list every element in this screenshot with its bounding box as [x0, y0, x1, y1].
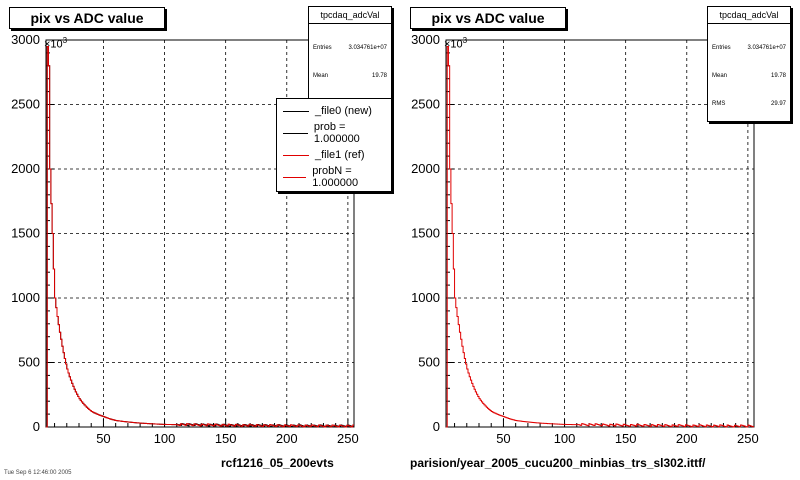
legend-item-new: _file0 (new) — [277, 100, 391, 122]
y-tick-label: 3000 — [11, 32, 40, 47]
left-stats-name: tpcdaq_adcVal — [309, 7, 391, 24]
right-stats-entries-label: Entries — [712, 45, 731, 51]
footer-left-text: rcf1216_05_200evts — [221, 456, 334, 470]
x-tick-label: 250 — [337, 431, 359, 446]
y-tick-label: 1500 — [11, 226, 40, 241]
right-stats-rms-row: RMS 29.97 — [712, 101, 786, 107]
y-tick-label: 0 — [433, 419, 440, 434]
x-tick-label: 50 — [96, 431, 110, 446]
x-tick-label: 150 — [615, 431, 637, 446]
legend-item-ref: _file1 (ref) — [277, 144, 391, 166]
legend-label-new: _file0 (new) — [315, 105, 372, 117]
left-plot-title: pix vs ADC value — [9, 7, 165, 29]
left-y-exponent-base: ×10 — [44, 38, 63, 51]
right-y-exponent-power: 3 — [462, 36, 468, 45]
y-tick-label: 500 — [18, 355, 40, 370]
histogram-series-ref — [446, 45, 754, 428]
right-stats-entries-row: Entries 3.034761e+07 — [712, 45, 786, 51]
left-stats-mean-row: Mean 19.78 — [313, 73, 387, 79]
histogram-series-ref — [46, 45, 354, 428]
legend-label-prob: prob = 1.000000 — [313, 121, 360, 145]
right-stats-mean-row: Mean 19.78 — [712, 73, 786, 79]
footer-timestamp: Tue Sep 6 12:46:00 2005 — [4, 470, 72, 476]
right-plot-title: pix vs ADC value — [410, 7, 566, 29]
y-tick-label: 3000 — [411, 32, 440, 47]
y-tick-label: 2500 — [411, 97, 440, 112]
left-y-exponent-power: 3 — [62, 36, 68, 45]
legend-label-ref: _file1 (ref) — [315, 149, 365, 161]
left-stats-entries-value: 3.034761e+07 — [348, 45, 387, 51]
x-tick-label: 200 — [276, 431, 298, 446]
left-stats-entries-row: Entries 3.034761e+07 — [313, 45, 387, 51]
left-stats-mean-label: Mean — [313, 73, 329, 79]
y-tick-label: 2500 — [11, 97, 40, 112]
right-stats-name: tpcdaq_adcVal — [708, 7, 790, 24]
x-tick-label: 150 — [215, 431, 237, 446]
legend-label-probn: probN = 1.000000 — [312, 165, 359, 189]
right-stats-entries-value: 3.034761e+07 — [747, 45, 786, 51]
x-tick-label: 100 — [154, 431, 176, 446]
y-tick-label: 2000 — [411, 161, 440, 176]
left-y-exponent: ×103 — [44, 36, 67, 51]
right-stats-box: tpcdaq_adcVal Entries 3.034761e+07 Mean … — [707, 6, 791, 122]
x-tick-label: 200 — [676, 431, 698, 446]
x-tick-label: 250 — [737, 431, 759, 446]
y-tick-label: 1000 — [11, 290, 40, 305]
x-tick-label: 100 — [554, 431, 576, 446]
y-tick-label: 1000 — [411, 290, 440, 305]
right-stats-mean-value: 19.78 — [770, 73, 786, 79]
y-tick-label: 0 — [33, 419, 40, 434]
left-stats-box: tpcdaq_adcVal Entries 3.034761e+07 Mean … — [308, 6, 392, 104]
x-tick-label: 50 — [496, 431, 510, 446]
right-stats-rms-value: 29.97 — [770, 101, 786, 107]
y-tick-label: 2000 — [11, 161, 40, 176]
legend-item-probn: probN = 1.000000 — [277, 165, 391, 189]
left-stats-entries-label: Entries — [313, 45, 332, 51]
footer-right-text: parision/year_2005_cucu200_minbias_trs_s… — [410, 456, 706, 470]
y-tick-label: 500 — [418, 355, 440, 370]
legend-item-prob: prob = 1.000000 — [277, 121, 391, 145]
right-stats-mean-label: Mean — [712, 73, 728, 79]
right-y-exponent: ×103 — [444, 36, 467, 51]
plot-frame — [445, 39, 755, 428]
y-tick-label: 1500 — [411, 226, 440, 241]
left-stats-mean-value: 19.78 — [371, 73, 387, 79]
left-legend: _file0 (new) prob = 1.000000 _file1 (ref… — [276, 98, 392, 192]
right-y-exponent-base: ×10 — [444, 38, 463, 51]
right-stats-rms-label: RMS — [712, 101, 726, 107]
